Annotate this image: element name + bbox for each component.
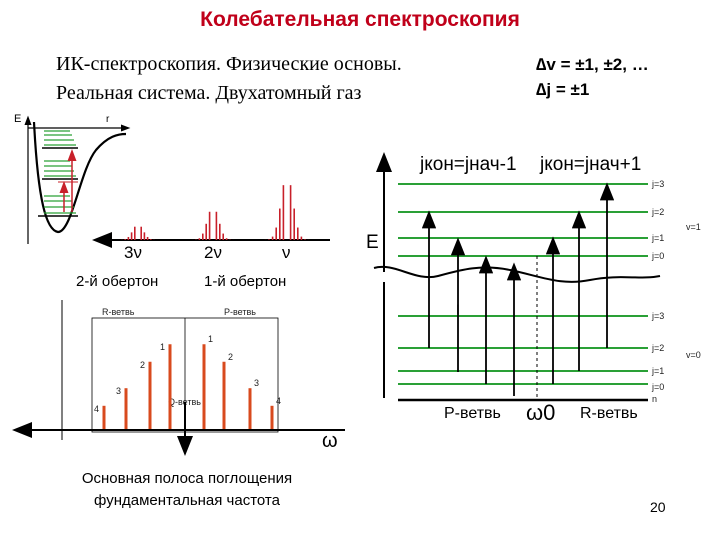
r-line-label: 4 bbox=[94, 404, 99, 414]
label-3v: 3ν bbox=[124, 243, 142, 262]
overtone-band-v bbox=[264, 185, 310, 240]
caption-line-1: Основная полоса поглощения bbox=[81, 470, 293, 487]
r-line-label: 3 bbox=[116, 386, 121, 396]
label-second-overtone: 2-й обертон bbox=[76, 273, 158, 290]
p-line-label: 2 bbox=[228, 352, 233, 362]
caption-line-2: фундаментальная частота bbox=[94, 492, 280, 509]
subtitle-line-2: Реальная система. Двухатомный газ bbox=[56, 82, 362, 104]
lower-j1: j=1 bbox=[651, 366, 664, 376]
r-line-label: 1 bbox=[160, 342, 165, 352]
selection-rules: ∆v = ±1, ±2, … ∆j = ±1 bbox=[536, 52, 649, 102]
potential-r-label: r bbox=[106, 114, 110, 125]
lower-j3: j=3 bbox=[651, 311, 664, 321]
overtone-spectrum: 3ν 2ν ν 2-й обертон 1-й обертон bbox=[76, 185, 330, 290]
potential-e-label: E bbox=[14, 113, 21, 125]
subtitle-line-1: ИК-спектроскопия. Физические основы. bbox=[56, 53, 402, 75]
level-diagram: jкон=jнач-1 jкон=jнач+1 E j=3 j=2 j=1 j=… bbox=[366, 152, 701, 425]
p-branch-transitions bbox=[421, 210, 522, 396]
upper-j2: j=2 bbox=[651, 207, 664, 217]
label-jkon-minus: jкон=jнач-1 bbox=[419, 154, 517, 175]
lower-j0: j=0 bbox=[651, 382, 664, 392]
upper-j0: j=0 bbox=[651, 251, 664, 261]
lower-j2: j=2 bbox=[651, 343, 664, 353]
label-jkon-plus: jкон=jнач+1 bbox=[539, 154, 641, 175]
levels-omega0-label: ω0 bbox=[526, 400, 555, 425]
upper-levels bbox=[398, 183, 648, 257]
r-branch-transitions bbox=[545, 182, 615, 384]
p-line-label: 1 bbox=[208, 334, 213, 344]
energy-gap-wave bbox=[373, 265, 661, 283]
lower-v-label: v=0 bbox=[686, 350, 701, 360]
gap-mark: I bbox=[456, 301, 460, 317]
label-r-branch: R-ветвь bbox=[102, 307, 135, 317]
lower-n: n bbox=[652, 394, 657, 404]
lower-levels bbox=[398, 315, 648, 385]
upper-j1: j=1 bbox=[651, 233, 664, 243]
label-2v: 2ν bbox=[204, 243, 222, 262]
upper-j3: j=3 bbox=[651, 179, 664, 189]
caption: Основная полоса поглощения фундаментальн… bbox=[34, 468, 340, 512]
p-line-label: 3 bbox=[254, 378, 259, 388]
rule-delta-v: ∆v = ±1, ±2, … bbox=[536, 55, 649, 74]
overtone-band-3v bbox=[118, 226, 158, 240]
label-omega: ω bbox=[322, 430, 338, 452]
levels-e-label: E bbox=[366, 232, 379, 253]
p-line-label: 4 bbox=[276, 396, 281, 406]
page-number: 20 bbox=[650, 499, 666, 515]
r-branch-lines: 4 3 2 1 bbox=[94, 342, 172, 430]
levels-p-branch-label: P-ветвь bbox=[444, 405, 501, 422]
potential-well: E r bbox=[14, 113, 131, 244]
label-p-branch: P-ветвь bbox=[224, 307, 256, 317]
overtone-band-2v bbox=[191, 211, 235, 240]
rule-delta-j: ∆j = ±1 bbox=[536, 80, 590, 99]
label-v: ν bbox=[282, 243, 291, 262]
r-line-label: 2 bbox=[140, 360, 145, 370]
label-first-overtone: 1-й обертон bbox=[204, 273, 286, 290]
page-title: Колебательная спектроскопия bbox=[200, 8, 520, 31]
p-branch-lines: 1 2 3 4 bbox=[202, 334, 281, 430]
subtitle: ИК-спектроскопия. Физические основы. Реа… bbox=[56, 50, 402, 108]
vibrational-levels bbox=[44, 130, 76, 214]
levels-r-branch-label: R-ветвь bbox=[580, 405, 638, 422]
upper-v-label: v=1 bbox=[686, 222, 701, 232]
